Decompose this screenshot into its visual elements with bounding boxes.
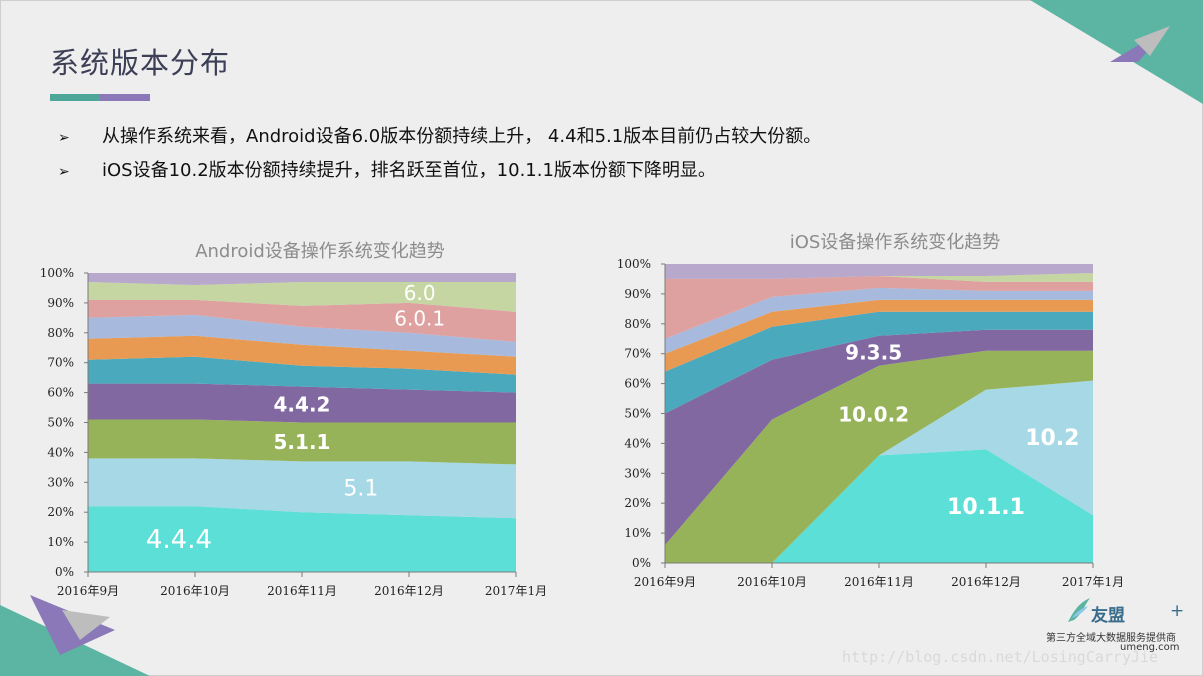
android-y-tick-label: 70% [47, 356, 74, 370]
ios-chart-title: iOS设备操作系统变化趋势 [790, 232, 1001, 253]
android-area-5-1 [88, 458, 516, 519]
arrow-bullet-icon: ➢ [58, 130, 70, 146]
android-series-label: 5.1 [343, 476, 378, 501]
bullet-item: ➢ 从操作系统来看，Android设备6.0版本份额持续上升， 4.4和5.1版本… [58, 122, 821, 156]
android-x-tick-label: 2016年11月 [267, 584, 337, 598]
ios-y-tick-label: 40% [624, 436, 651, 450]
watermark-text: http://blog.csdn.net/LosingCarryJie [842, 648, 1159, 666]
ios-y-tick-label: 30% [624, 466, 651, 480]
ios-x-tick-label: 2016年10月 [737, 575, 807, 589]
android-series-label: 5.1.1 [274, 430, 331, 454]
ios-series-label: 10.1.1 [947, 495, 1025, 520]
ios-area-chart: iOS设备操作系统变化趋势 0% 10% 20% 30% 40% 50% 60% 70% 80% 9… [617, 232, 1124, 589]
ios-x-tick-label: 2016年9月 [634, 575, 696, 589]
title-underline-purple [100, 94, 150, 101]
android-x-tick-label: 2016年9月 [57, 584, 119, 598]
ios-area-9-3-5 [665, 329, 1093, 546]
android-area-series-4 [88, 356, 516, 393]
android-y-tick-label: 10% [47, 535, 74, 549]
android-series-label: 6.0.1 [394, 307, 445, 331]
ios-area-series-4 [665, 311, 1093, 414]
umeng-url: umeng.com [1120, 642, 1180, 653]
umeng-logo-plus: + [1170, 601, 1185, 621]
android-series-label: 4.4.2 [274, 393, 331, 417]
umeng-tagline: 第三方全域大数据服务提供商 [1046, 633, 1176, 644]
ios-area-series-9 [665, 264, 1093, 279]
ios-y-tick-label: 10% [624, 526, 651, 540]
bullet-item: ➢ iOS设备10.2版本份额持续提升，排名跃至首位，10.1.1版本份额下降明显… [58, 156, 821, 190]
android-area-6-0-1 [88, 299, 516, 342]
android-area-5-1-1 [88, 419, 516, 465]
ios-y-tick-label: 70% [624, 347, 651, 361]
ios-x-tick-label: 2016年12月 [951, 575, 1021, 589]
android-y-tick-label: 40% [47, 445, 74, 459]
android-y-tick-label: 0% [55, 565, 74, 579]
ios-y-tick-label: 0% [632, 556, 651, 570]
bullet-text: iOS设备10.2版本份额持续提升，排名跃至首位，10.1.1版本份额下降明显。 [102, 160, 716, 181]
ios-area-10-0-2 [665, 350, 1093, 563]
ios-x-tick-label: 2017年1月 [1062, 575, 1124, 589]
ios-area-series-6 [665, 287, 1093, 354]
ios-area-series-7 [665, 276, 1093, 339]
ios-series-label: 10.2 [1025, 426, 1079, 451]
android-y-tick-label: 90% [47, 296, 74, 310]
ios-y-tick-label: 60% [624, 377, 651, 391]
top-right-decoration [1030, 0, 1203, 104]
android-x-tick-label: 2016年10月 [160, 584, 230, 598]
ios-y-tick-label: 50% [624, 407, 651, 421]
teal-corner-shape [1030, 0, 1203, 104]
android-series-label: 6.0 [404, 281, 436, 305]
ios-x-tick-label: 2016年11月 [844, 575, 914, 589]
android-area-chart: Android设备操作系统变化趋势 0% 10% 20% 30% 40% 50% 60% 70%… [40, 241, 547, 598]
android-y-tick-label: 100% [40, 266, 74, 280]
ios-y-tick-label: 100% [617, 257, 651, 271]
umeng-logo-text: 友盟 [1091, 606, 1125, 626]
arrow-bullet-icon: ➢ [58, 164, 70, 180]
bottom-left-decoration [0, 595, 150, 676]
slide-title: 系统版本分布 [50, 46, 231, 80]
ios-area-10-1-1 [665, 449, 1093, 563]
ios-y-tick-label: 90% [624, 287, 651, 301]
android-x-tick-label: 2016年12月 [374, 584, 444, 598]
ios-area-series-8 [665, 273, 1093, 282]
ios-series-label: 10.0.2 [838, 403, 909, 427]
android-area-6-0 [88, 282, 516, 312]
android-y-tick-label: 60% [47, 386, 74, 400]
ios-series-label: 9.3.5 [845, 341, 902, 365]
bullet-text: 从操作系统来看，Android设备6.0版本份额持续上升， 4.4和5.1版本目… [102, 126, 822, 147]
ios-area-10-2 [665, 380, 1093, 563]
umeng-bird-icon [1068, 598, 1090, 622]
gray-triangle-shape [62, 610, 110, 640]
android-area-4-4-4 [88, 506, 516, 572]
android-area-series-9 [88, 273, 516, 285]
ios-y-tick-label: 20% [624, 496, 651, 510]
android-y-tick-label: 50% [47, 416, 74, 430]
android-y-tick-label: 30% [47, 475, 74, 489]
android-series-label: 4.4.4 [146, 525, 212, 555]
android-area-4-4-2 [88, 383, 516, 423]
bullet-list: ➢ 从操作系统来看，Android设备6.0版本份额持续上升， 4.4和5.1版本… [58, 122, 821, 190]
android-y-tick-label: 20% [47, 505, 74, 519]
android-area-series-6 [88, 314, 516, 357]
android-area-series-5 [88, 335, 516, 375]
title-underline-teal [50, 94, 100, 101]
ios-area-series-5 [665, 299, 1093, 372]
android-x-tick-label: 2017年1月 [485, 584, 547, 598]
android-chart-title: Android设备操作系统变化趋势 [195, 241, 445, 262]
android-y-tick-label: 80% [47, 326, 74, 340]
gray-triangle-shape [1134, 26, 1170, 56]
ios-y-tick-label: 80% [624, 317, 651, 331]
